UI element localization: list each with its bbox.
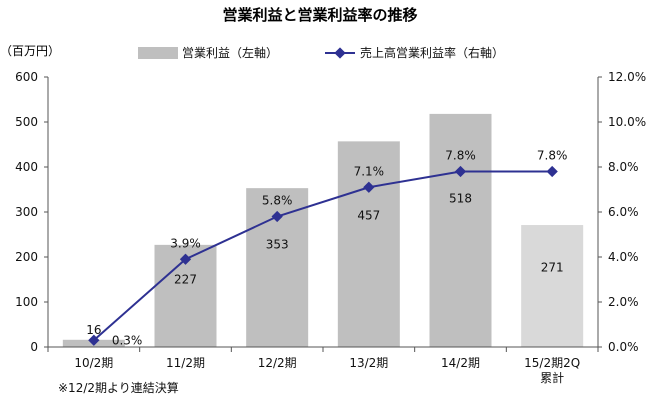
x-axis-category-label: 10/2期 (74, 356, 113, 370)
left-axis-tick-label: 600 (15, 70, 38, 84)
right-axis-tick-label: 0.0% (608, 340, 639, 354)
bar-value-label: 16 (86, 323, 101, 337)
x-axis-category-label: 11/2期 (166, 356, 205, 370)
margin-point-marker (546, 165, 558, 178)
margin-value-label: 7.8% (445, 149, 476, 163)
margin-point-marker (271, 210, 283, 223)
margin-value-label: 5.8% (262, 194, 293, 208)
bar-value-label: 353 (266, 238, 289, 252)
x-axis-category-label: 13/2期 (349, 356, 388, 370)
margin-point-marker (179, 253, 192, 265)
margin-value-label: 7.8% (537, 149, 568, 163)
left-axis-tick-label: 400 (15, 160, 38, 174)
x-axis-category-label: 累計 (540, 370, 564, 385)
margin-value-label: 3.9% (170, 236, 201, 250)
bar-value-label: 457 (357, 208, 380, 222)
left-axis-tick-label: 100 (15, 295, 38, 309)
margin-line (93, 170, 553, 341)
margin-value-label: 7.1% (354, 164, 385, 178)
legend-bar-swatch (138, 47, 178, 59)
right-axis-tick-label: 2.0% (608, 295, 639, 309)
bar-value-label: 518 (449, 191, 472, 205)
margin-point-marker (454, 165, 467, 178)
plot-area: 0 100 200 300 400 500 600 0.0% 2.0% 4.0% 6.0% 8.0% 1… (15, 70, 646, 385)
left-axis-tick-label: 300 (15, 205, 38, 219)
legend-line-marker (334, 47, 346, 59)
left-axis-unit: （百万円） (0, 44, 60, 58)
legend-line-label: 売上高営業利益率（右軸） (360, 45, 504, 60)
footnote: ※12/2期より連結決算 (58, 380, 179, 395)
right-axis-tick-label: 4.0% (608, 250, 639, 264)
chart-title: 営業利益と営業利益率の推移 (222, 6, 417, 24)
right-axis-tick-label: 6.0% (608, 205, 639, 219)
x-axis-category-label: 12/2期 (258, 356, 297, 370)
bar-operating-profit (337, 141, 400, 347)
bar-value-label: 227 (174, 273, 197, 287)
right-axis-tick-label: 10.0% (608, 115, 646, 129)
margin-point-marker (363, 181, 375, 193)
left-axis-tick-label: 500 (15, 115, 38, 129)
bar-operating-profit (429, 113, 492, 348)
bar-value-label: 271 (541, 260, 564, 274)
bar-operating-profit (521, 225, 584, 347)
legend: 営業利益（左軸） 売上高営業利益率（右軸） (138, 45, 504, 60)
x-axis-category-label: 14/2期 (441, 356, 480, 370)
left-axis-tick-label: 200 (15, 250, 38, 264)
legend-bar-label: 営業利益（左軸） (182, 45, 278, 60)
left-axis-tick-label: 0 (30, 340, 38, 354)
x-axis-category-label: 15/2期2Q (524, 356, 580, 370)
right-axis-tick-label: 8.0% (608, 160, 639, 174)
right-axis-tick-label: 12.0% (608, 70, 646, 84)
margin-value-label: 0.3% (112, 333, 143, 347)
